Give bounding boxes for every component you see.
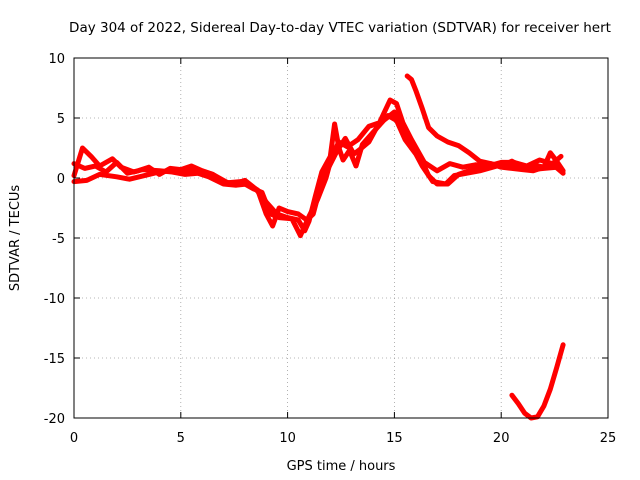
ticks: 0 5 10 15 20 25 10 5 0 -5 -10 -15 -20: [44, 52, 617, 446]
x-tick-label: 10: [279, 431, 296, 446]
y-tick-label: -5: [52, 232, 65, 247]
x-tick-label: 0: [70, 431, 78, 446]
series-line-track-b: [71, 113, 560, 229]
series-line-track-c: [71, 97, 564, 239]
x-tick-label: 15: [386, 431, 403, 446]
x-tick-label: 25: [600, 431, 617, 446]
series-line-track-d: [404, 73, 566, 174]
x-axis-label: GPS time / hours: [287, 459, 396, 474]
grid: [74, 58, 608, 418]
x-tick-label: 20: [493, 431, 510, 446]
chart-title: Day 304 of 2022, Sidereal Day-to-day VTE…: [69, 20, 611, 36]
y-tick-label: 0: [57, 172, 65, 187]
y-axis-label: SDTVAR / TECUs: [8, 185, 23, 292]
y-tick-label: 5: [57, 112, 65, 127]
series-line-track-e: [509, 342, 566, 421]
y-tick-label: -15: [44, 352, 65, 367]
x-tick-label: 5: [177, 431, 185, 446]
y-tick-label: 10: [48, 52, 65, 67]
y-tick-label: -10: [44, 292, 65, 307]
y-tick-label: -20: [44, 412, 65, 427]
series-group: [71, 73, 566, 421]
